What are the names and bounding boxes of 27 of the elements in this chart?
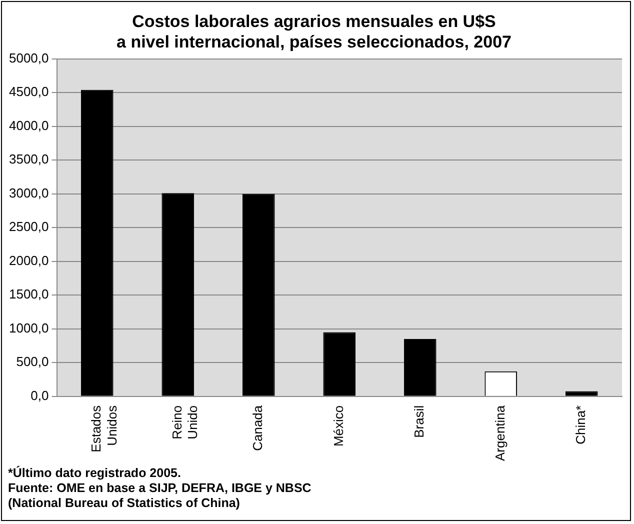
y-tick-label: 4500,0 (8, 84, 49, 100)
x-tick-label: China* (573, 405, 588, 444)
bar (242, 194, 275, 396)
text: *Último dato registrado 2005. (8, 466, 182, 481)
y-tick-label: 4000,0 (8, 118, 49, 133)
text: (National Bureau of Statistics of China) (8, 496, 241, 511)
y-tick-label: 2000,0 (8, 252, 49, 268)
y-tick-label: 1500,0 (8, 286, 49, 302)
x-tick-label: Brasil (412, 405, 427, 438)
y-tick-label: 3000,0 (8, 185, 49, 200)
y-tick-label: 2500,0 (8, 219, 49, 234)
y-tick-label: 3500,0 (8, 152, 49, 167)
x-tick-label: México (330, 405, 346, 447)
x-tick-label: Reino Unido (169, 405, 200, 440)
bar (404, 338, 436, 396)
y-tick-label: 0,0 (30, 388, 49, 403)
y-tick-label: 500,0 (16, 354, 49, 370)
y-tick-label: 5000,0 (8, 50, 49, 66)
chart-title: Costos laborales agrarios mensuales en U$S a nivel internacional, países seleccionados, 2007 (116, 12, 512, 52)
bar (80, 90, 114, 396)
x-tick-label: Estados Unidos (88, 404, 120, 452)
bar (162, 193, 194, 396)
x-tick-label: Argentina (492, 404, 508, 462)
x-tick-label: Canada (250, 404, 266, 451)
source-note: Fuente: OME en base a SIJP, DEFRA, IBGE y NBSC (8, 481, 312, 496)
bar (323, 332, 356, 396)
y-tick-label: 1000,0 (8, 320, 49, 336)
